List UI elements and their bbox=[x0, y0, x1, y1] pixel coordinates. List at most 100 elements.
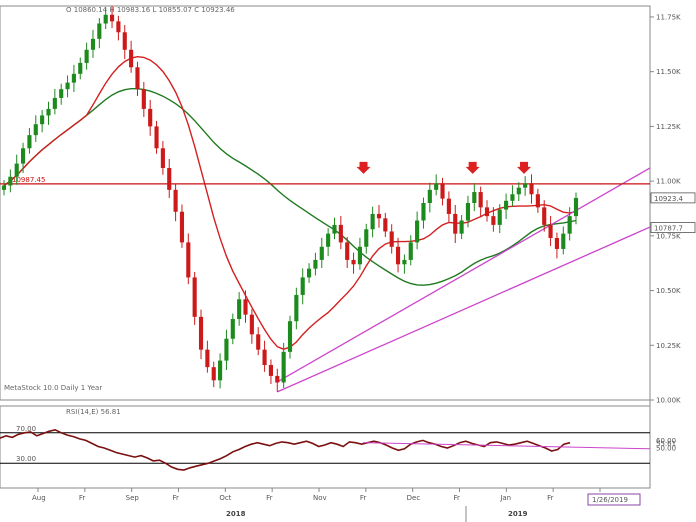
candle-body bbox=[262, 349, 267, 365]
candle-body bbox=[237, 299, 242, 320]
candle-body bbox=[141, 89, 146, 109]
down-arrow-icon bbox=[517, 161, 532, 174]
candle-body bbox=[230, 319, 235, 339]
candle-body bbox=[173, 189, 178, 212]
candle-body bbox=[345, 242, 350, 260]
candle-body bbox=[554, 238, 559, 249]
candle-body bbox=[453, 213, 458, 234]
candle-body bbox=[122, 32, 127, 50]
candle-body bbox=[300, 277, 305, 295]
rsi-trendline bbox=[362, 442, 651, 450]
candle-body bbox=[395, 246, 401, 265]
x-tick-label: Fr bbox=[79, 494, 86, 502]
candle-body bbox=[415, 220, 420, 243]
upper-trendline bbox=[276, 167, 651, 383]
candle-body bbox=[27, 135, 32, 149]
rsi-title: RSI(14,E) 56.81 bbox=[66, 408, 121, 416]
candle-body bbox=[459, 220, 464, 234]
year-label: 2018 bbox=[226, 510, 246, 518]
candle-body bbox=[198, 316, 204, 350]
x-tick-label: Nov bbox=[313, 494, 327, 502]
x-tick-label: Fr bbox=[173, 494, 180, 502]
candle-body bbox=[90, 38, 96, 50]
price-tag-label: 10787.7 bbox=[654, 225, 683, 233]
candle-body bbox=[389, 231, 394, 247]
rsi-axis-label: 60.00 bbox=[656, 437, 676, 445]
candle-body bbox=[478, 192, 483, 208]
candle-body bbox=[78, 62, 83, 74]
candle-body bbox=[65, 82, 70, 90]
candle-body bbox=[523, 183, 528, 188]
candle-body bbox=[402, 259, 407, 265]
candle-body bbox=[370, 213, 375, 230]
rsi-level-label: 30.00 bbox=[16, 455, 36, 463]
year-label: 2019 bbox=[508, 510, 528, 518]
rsi-axis-label: 55.61 bbox=[656, 440, 676, 448]
candle-body bbox=[148, 108, 153, 127]
down-arrow-icon bbox=[465, 161, 480, 174]
candle-body bbox=[446, 198, 451, 214]
candle-body bbox=[84, 49, 89, 63]
candle-body bbox=[8, 176, 13, 186]
candle-body bbox=[154, 126, 159, 149]
price-panel bbox=[0, 5, 651, 401]
rsi-level-label: 70.00 bbox=[16, 425, 36, 433]
ma-long-line bbox=[3, 88, 577, 286]
lower-trendline bbox=[277, 226, 651, 393]
candle-body bbox=[351, 259, 356, 265]
candle-body bbox=[542, 207, 547, 225]
candle-body bbox=[338, 224, 343, 243]
date-box-label: 1/26/2019 bbox=[592, 496, 628, 504]
x-tick-label: Fr bbox=[266, 494, 273, 502]
candle-body bbox=[332, 224, 337, 234]
candle-body bbox=[472, 192, 477, 203]
candle-body bbox=[129, 49, 134, 68]
candle-body bbox=[167, 167, 172, 190]
y-tick-label: 11.00K bbox=[656, 178, 681, 186]
candle-body bbox=[33, 124, 38, 136]
candle-body bbox=[465, 203, 471, 221]
candle-body bbox=[103, 14, 108, 24]
resistance-label: 10987.45 bbox=[12, 176, 45, 184]
candle-body bbox=[364, 229, 369, 247]
candle-body bbox=[567, 216, 572, 234]
candle-body bbox=[319, 246, 324, 260]
rsi-axis-label: 50.00 bbox=[656, 445, 676, 453]
price-tag-box bbox=[650, 192, 696, 204]
y-tick-label: 10.00K bbox=[656, 397, 681, 405]
candle-body bbox=[160, 148, 165, 168]
x-tick-label: Dec bbox=[407, 494, 421, 502]
ohlc-header: O 10860.14 H 10983.16 L 10855.07 C 10923… bbox=[66, 6, 235, 14]
candle-body bbox=[573, 197, 579, 217]
candle-body bbox=[421, 203, 426, 221]
candle-body bbox=[211, 367, 216, 381]
candle-body bbox=[249, 314, 254, 335]
candle-body bbox=[548, 224, 553, 239]
candle-body bbox=[504, 200, 509, 210]
candle-body bbox=[192, 277, 197, 317]
candle-body bbox=[434, 183, 439, 190]
candle-body bbox=[281, 351, 286, 383]
y-tick-label: 10.75K bbox=[656, 232, 681, 240]
candle-body bbox=[491, 216, 496, 225]
x-tick-label: Fr bbox=[360, 494, 367, 502]
candle-body bbox=[218, 360, 223, 381]
x-tick-label: Sep bbox=[126, 494, 140, 502]
candle-body bbox=[179, 211, 185, 243]
y-tick-label: 11.25K bbox=[656, 123, 681, 131]
y-tick-label: 10.25K bbox=[656, 342, 681, 350]
watermark: MetaStock 10.0 Daily 1 Year bbox=[4, 384, 102, 392]
candle-body bbox=[484, 207, 490, 217]
x-tick-label: Fr bbox=[454, 494, 461, 502]
date-box[interactable] bbox=[587, 493, 641, 506]
candle-body bbox=[268, 364, 273, 376]
candle-body bbox=[256, 334, 261, 350]
candle-body bbox=[97, 23, 102, 39]
candle-body bbox=[109, 14, 115, 22]
candle-body bbox=[275, 375, 280, 383]
candle-body bbox=[46, 108, 51, 116]
candle-body bbox=[52, 97, 57, 109]
candle-body bbox=[40, 115, 45, 125]
candle-body bbox=[529, 183, 534, 195]
